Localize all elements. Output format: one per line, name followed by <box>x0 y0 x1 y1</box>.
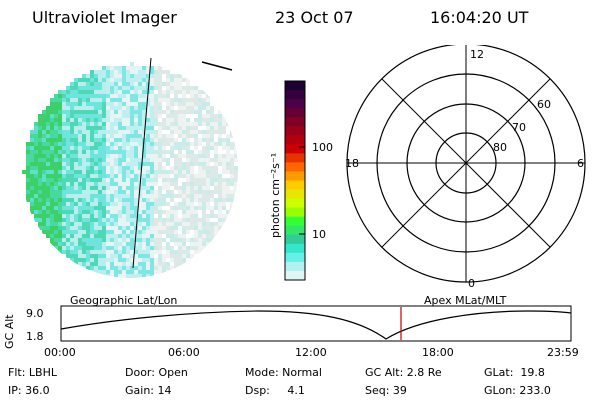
time-label: 16:04:20 UT <box>430 8 529 27</box>
track-x-tick-2359: 23:59 <box>547 346 579 359</box>
track-y-axis-label: GC Alt <box>3 314 16 349</box>
colorbar-cell <box>285 225 305 236</box>
off-disk-line-segment <box>201 61 233 71</box>
dsp-info: Dsp: 4.1 <box>245 384 305 397</box>
colorbar-cell <box>285 126 305 136</box>
colorbar-cell <box>285 243 305 254</box>
uv-image-disk <box>22 57 238 278</box>
uv-emission-cells <box>22 62 238 278</box>
colorbar-cell <box>285 234 305 245</box>
mlat-label-70: 70 <box>512 121 526 134</box>
orbit-track-plot <box>60 305 572 342</box>
colorbar-tick-100: 100 <box>312 141 333 154</box>
glat-info: GLat: 19.8 <box>484 366 545 379</box>
mode-info: Mode: Normal <box>245 366 322 379</box>
colorbar-cell <box>285 135 305 145</box>
colorbar-cell <box>285 189 305 200</box>
gain-info: Gain: 14 <box>125 384 172 397</box>
colorbar-cell <box>285 81 305 91</box>
colorbar-cell <box>285 216 305 227</box>
mlat-label-80: 80 <box>493 141 507 154</box>
gc-alt-info: GC Alt: 2.8 Re <box>365 366 442 379</box>
colorbar-unit-label: photon cm⁻²s⁻¹ <box>269 152 282 238</box>
polar-grid <box>346 45 586 283</box>
track-x-tick-1800: 18:00 <box>422 346 454 359</box>
terminator-line <box>132 57 152 269</box>
colorbar-cell <box>285 153 305 163</box>
mlt-label-0: 0 <box>468 277 475 290</box>
track-x-tick-0000: 00:00 <box>44 346 76 359</box>
colorbar-cell <box>285 90 305 100</box>
altitude-curve <box>60 310 572 340</box>
track-y-tick-9: 9.0 <box>26 307 44 320</box>
colorbar-cell <box>285 198 305 209</box>
colorbar-cell <box>285 144 305 154</box>
colorbar-cell <box>285 108 305 118</box>
colorbar-cell <box>285 261 305 272</box>
colorbar-cell <box>285 99 305 109</box>
door-info: Door: Open <box>125 366 188 379</box>
colorbar-cell <box>285 207 305 218</box>
colorbar-cell <box>285 117 305 127</box>
mlt-label-18: 18 <box>345 157 359 170</box>
track-x-tick-0600: 06:00 <box>168 346 200 359</box>
track-right-label: Apex MLat/MLT <box>424 294 507 307</box>
app-title: Ultraviolet Imager <box>32 8 177 27</box>
mlt-label-6: 6 <box>577 157 584 170</box>
track-y-tick-1-8: 1.8 <box>26 330 44 343</box>
colorbar-cell <box>285 252 305 263</box>
track-frame <box>60 305 572 342</box>
mlt-label-12: 12 <box>470 48 484 61</box>
seq-info: Seq: 39 <box>365 384 407 397</box>
colorbar-cell <box>285 162 305 172</box>
polar-diagonal-2 <box>381 78 551 248</box>
filter-info: Flt: LBHL <box>8 366 57 379</box>
ip-info: IP: 36.0 <box>8 384 50 397</box>
colorbar-tick-10: 10 <box>312 228 326 241</box>
color-bar <box>284 80 306 281</box>
mlat-label-60: 60 <box>537 98 551 111</box>
glon-info: GLon: 233.0 <box>484 384 551 397</box>
track-left-label: Geographic Lat/Lon <box>70 294 178 307</box>
date-label: 23 Oct 07 <box>275 8 354 27</box>
colorbar-cell <box>285 270 305 281</box>
track-x-tick-1200: 12:00 <box>295 346 327 359</box>
colorbar-cell <box>285 180 305 191</box>
colorbar-cell <box>285 171 305 181</box>
